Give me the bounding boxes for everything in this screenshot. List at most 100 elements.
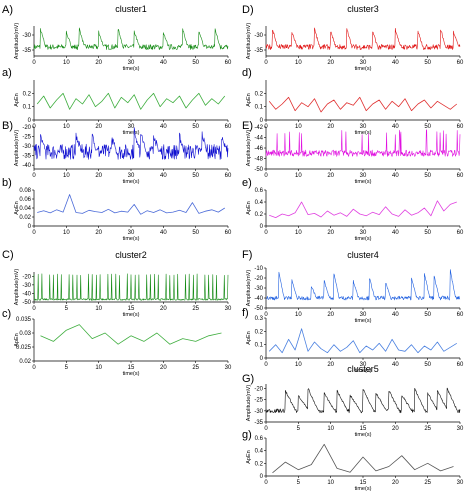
chart-title-C: cluster2 [115,250,147,260]
y-tick-label-B: -25 [22,135,31,141]
x-tick-label-B: 60 [225,173,232,179]
y-tick-label-d: 0.1 [255,105,264,111]
y-tick-label-G: -25 [254,398,263,404]
y-tick-label-b: 0.08 [19,188,31,194]
panel-label-G: G) [242,373,254,385]
y-tick-label-E: -48 [254,157,263,163]
x-tick-label-E: 60 [457,173,464,179]
x-tick-label-F: 0 [264,312,268,318]
y-tick-label-A: -35 [22,48,31,54]
y-tick-label-C: -40 [22,291,31,297]
y-axis-label-c: ApEn [14,333,20,346]
x-tick-label-C: 25 [192,306,199,312]
y-axis-label-B: Amplitude(mV) [14,130,20,167]
y-axis-label-F: Amplitude(mV) [246,270,252,307]
y-tick-label-G: -35 [254,420,263,426]
x-axis-label-F: time(s) [355,318,372,324]
x-tick-label-f: 40 [392,362,399,368]
x-tick-label-b: 30 [128,230,135,236]
x-tick-label-b: 40 [160,230,167,236]
y-tick-label-C: -30 [22,283,31,289]
x-tick-label-d: 10 [295,124,302,130]
chart-title-F: cluster4 [347,250,379,260]
x-tick-label-G: 10 [327,426,334,432]
y-tick-label-E: -42 [254,125,263,131]
x-tick-label-F: 60 [457,312,464,318]
x-tick-label-D: 50 [424,60,431,66]
x-tick-label-C: 0 [32,306,36,312]
x-axis-label-A: time(s) [123,66,140,72]
x-tick-label-b: 20 [95,230,102,236]
y-tick-label-b: 0.04 [19,206,31,212]
x-tick-label-D: 10 [295,60,302,66]
x-tick-label-B: 0 [32,173,36,179]
y-tick-label-g: 0.6 [255,436,264,442]
series-line-D [265,27,461,50]
panel-label-D: D) [242,4,254,16]
y-tick-label-E: -44 [254,136,263,142]
x-tick-label-A: 0 [32,60,36,66]
x-tick-label-a: 20 [95,124,102,130]
x-tick-label-g: 5 [297,480,301,486]
panel-label-B: B) [2,120,13,132]
y-tick-label-e: 0 [260,224,264,230]
x-tick-label-A: 50 [192,60,199,66]
x-tick-label-c: 30 [225,365,232,371]
x-tick-label-G: 20 [392,426,399,432]
y-axis-label-E: Amplitude(mV) [246,130,252,167]
y-axis-label-A: Amplitude(mV) [14,23,20,60]
series-line-F [265,269,461,301]
x-tick-label-d: 60 [457,124,464,130]
series-line-a [36,92,226,110]
chart-title-G: cluster5 [347,364,379,374]
y-tick-label-c: 0.025 [16,345,32,351]
x-tick-label-c: 20 [160,365,167,371]
x-tick-label-e: 40 [392,230,399,236]
x-tick-label-b: 60 [225,230,232,236]
series-line-c [40,324,222,345]
y-tick-label-B: -40 [22,163,31,169]
y-axis-label-b: ApEn [14,201,20,214]
series-line-E [265,129,461,157]
x-tick-label-D: 30 [360,60,367,66]
x-tick-label-c: 10 [95,365,102,371]
x-tick-label-E: 30 [360,173,367,179]
x-axis-label-C: time(s) [123,312,140,318]
y-tick-label-b: 0.06 [19,197,31,203]
y-axis-label-D: Amplitude(mV) [246,23,252,60]
series-line-f [268,328,458,354]
x-tick-label-d: 50 [424,124,431,130]
x-tick-label-E: 40 [392,173,399,179]
x-tick-label-c: 5 [65,365,69,371]
x-tick-label-d: 20 [327,124,334,130]
y-tick-label-F: -30 [254,286,263,292]
x-tick-label-G: 15 [360,426,367,432]
x-tick-label-c: 0 [32,365,36,371]
y-tick-label-e: 0.6 [255,188,264,194]
x-tick-label-e: 20 [327,230,334,236]
y-tick-label-g: 0.2 [255,461,264,467]
x-tick-label-C: 10 [95,306,102,312]
x-tick-label-b: 0 [32,230,36,236]
x-tick-label-B: 50 [192,173,199,179]
chart-title-D: cluster3 [347,4,379,14]
x-tick-label-d: 40 [392,124,399,130]
series-line-g [272,443,454,474]
x-tick-label-e: 30 [360,230,367,236]
x-tick-label-e: 10 [295,230,302,236]
x-tick-label-b: 50 [192,230,199,236]
x-tick-label-D: 0 [264,60,268,66]
y-tick-label-d: 0.2 [255,91,264,97]
x-tick-label-a: 30 [128,124,135,130]
x-tick-label-F: 30 [360,312,367,318]
x-tick-label-G: 0 [264,426,268,432]
panel-label-d: d) [242,67,252,79]
x-tick-label-a: 10 [63,124,70,130]
y-tick-label-f: 0 [260,356,264,362]
y-tick-label-D: -35 [254,48,263,54]
y-tick-label-b: 0 [28,224,32,230]
x-tick-label-c: 25 [192,365,199,371]
x-tick-label-g: 20 [392,480,399,486]
y-tick-label-a: 0.1 [23,105,32,111]
